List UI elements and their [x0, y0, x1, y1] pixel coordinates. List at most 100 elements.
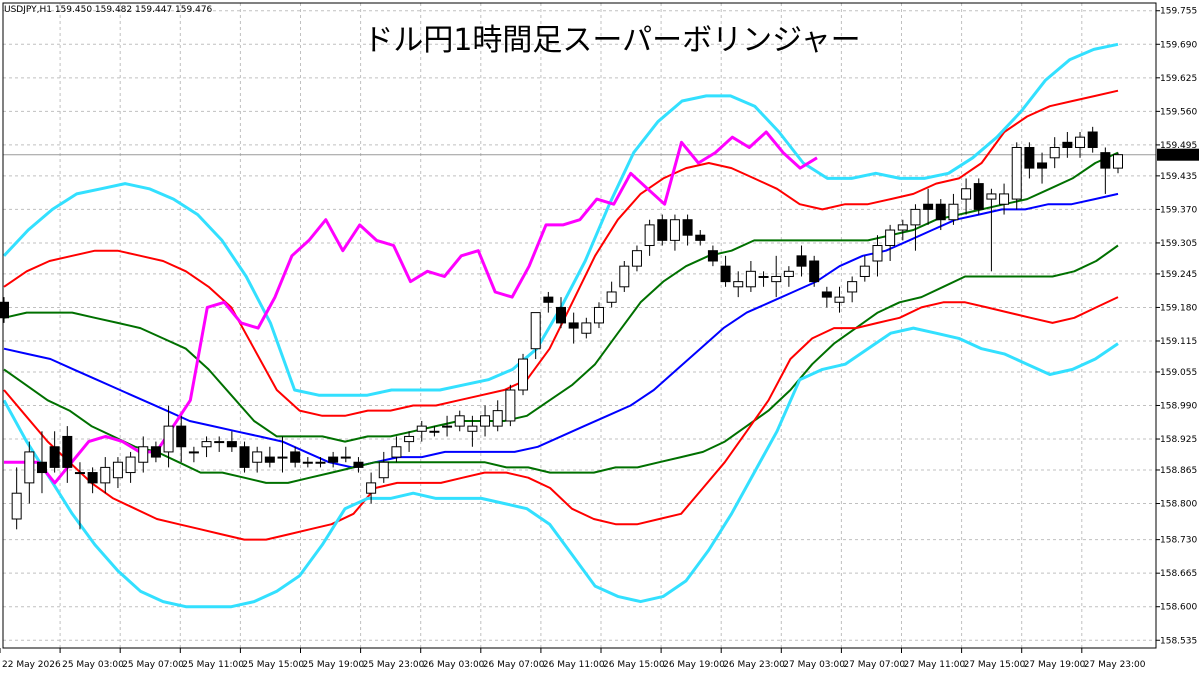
x-tick-label: 27 May 23:00: [1084, 660, 1146, 670]
candle-body-bear: [176, 425, 187, 448]
candle-body-bull: [252, 451, 263, 463]
candle-body-bear: [1100, 152, 1111, 169]
candle-body-bull: [619, 265, 630, 288]
y-tick-label: 159.180: [1160, 303, 1197, 313]
candle-body-bull: [1075, 136, 1086, 148]
candle-body-bull: [581, 322, 592, 334]
candle-body-bull: [631, 250, 642, 267]
y-tick-label: 159.115: [1160, 337, 1197, 347]
candle-body-bear: [695, 234, 706, 241]
current-price-label: 159.476: [1160, 151, 1197, 161]
x-tick-label: 26 May 11:00: [543, 660, 605, 670]
candle-body-bear: [682, 219, 693, 236]
x-tick-label: 25 May 23:00: [363, 660, 425, 670]
candle-body-bear: [1024, 146, 1035, 169]
y-tick-label: 159.055: [1160, 368, 1197, 378]
series-line-sigma1_up: [3, 151, 1119, 443]
candle-body-bull: [606, 291, 617, 303]
x-tick-label: 27 May 07:00: [843, 660, 905, 670]
candle-body-bull: [758, 275, 769, 278]
series-line-sigma2_dn: [3, 296, 1119, 541]
candle-body-bull: [986, 193, 997, 200]
x-tick-label: 26 May 07:00: [483, 660, 545, 670]
candle-body-bull: [644, 224, 655, 247]
x-tick-label: 26 May 03:00: [423, 660, 485, 670]
candle-body-bear: [62, 435, 73, 468]
candle-body-bear: [809, 260, 820, 283]
candle-body-bear: [239, 446, 250, 468]
candle-body-bull: [669, 219, 680, 241]
candle-body-bull: [885, 229, 896, 247]
x-tick-label: 27 May 03:00: [783, 660, 845, 670]
candle-body-bull: [1113, 154, 1123, 169]
candle-body-bull: [859, 265, 870, 277]
y-tick-label: 158.600: [1160, 603, 1197, 613]
candle-body-bear: [1037, 162, 1048, 169]
candle-body-bull: [138, 446, 149, 463]
candle-body-bull: [277, 456, 288, 459]
x-tick-label: 26 May 23:00: [723, 660, 785, 670]
candle-body-bear: [720, 265, 731, 283]
y-tick-label: 158.730: [1160, 536, 1197, 546]
x-tick-label: 27 May 19:00: [1024, 660, 1086, 670]
x-tick-label: 25 May 07:00: [122, 660, 184, 670]
candle-body-bull: [518, 358, 529, 391]
candle-body-bear: [796, 255, 807, 267]
y-tick-label: 158.865: [1160, 466, 1197, 476]
x-tick-label: 26 May 19:00: [663, 660, 725, 670]
candle-body-bull: [999, 193, 1010, 205]
candle-body-bear: [353, 461, 364, 468]
candle-body-bear: [923, 203, 934, 210]
y-tick-label: 159.625: [1160, 74, 1197, 84]
candle-body-bear: [543, 296, 554, 303]
candle-body-bull: [910, 208, 921, 226]
candle-body-bull: [404, 435, 415, 443]
grid-layer: [3, 3, 1156, 648]
candle-body-bull: [454, 415, 465, 427]
candle-body-bear: [973, 183, 984, 210]
x-tick-label: 25 May 19:00: [303, 660, 365, 670]
series-line-sigma2_up: [3, 89, 1119, 417]
candle-body-bull: [783, 270, 794, 277]
candle-body-bull: [100, 466, 111, 484]
y-tick-label: 158.800: [1160, 500, 1197, 510]
candle-body-bull: [442, 425, 453, 428]
x-tick-label: 27 May 11:00: [904, 660, 966, 670]
x-tick-label: 25 May 11:00: [182, 660, 244, 670]
candle-body-bull: [948, 203, 959, 221]
candle-body-bull: [1049, 146, 1060, 159]
candle-body-bull: [834, 296, 845, 303]
series-line-sigma3_dn: [2, 326, 1119, 609]
x-tick-label: 25 May 03:00: [62, 660, 124, 670]
current-price-box: [1157, 148, 1199, 161]
candle-body-bull: [24, 451, 35, 484]
candle-body-bear: [556, 306, 566, 324]
candle-body-bull: [480, 415, 491, 427]
x-tick-label: 22 May 2026: [2, 660, 61, 670]
candle-body-bull: [733, 281, 744, 288]
candle-body-bull: [315, 461, 326, 464]
symbol-info: USDJPY,H1 159.450 159.482 159.447 159.47…: [4, 5, 213, 15]
candle-body-bull: [366, 482, 377, 494]
candle-body-bull: [593, 306, 604, 324]
candle-body-bull: [378, 461, 389, 479]
candle-body-bull: [416, 425, 427, 432]
candle-body-bear: [821, 291, 832, 298]
candle-body-bull: [201, 441, 212, 448]
chart-title: ドル円1時間足スーパーボリンジャー: [363, 23, 860, 58]
candle-body-bull: [11, 492, 22, 520]
y-tick-label: 159.690: [1160, 40, 1197, 50]
candle-body-bear: [935, 203, 946, 221]
candle-body-bull: [391, 446, 402, 458]
series-line-sigma1_dn: [3, 244, 1119, 484]
candle-body-bear: [49, 446, 60, 468]
candle-body-bull: [961, 188, 972, 200]
candle-body-bull: [188, 451, 199, 454]
candle-body-bear: [0, 301, 9, 319]
x-tick-label: 27 May 15:00: [964, 660, 1026, 670]
y-tick-label: 158.665: [1160, 569, 1197, 579]
candle-body-bear: [290, 451, 301, 463]
candle-body-bull: [745, 270, 756, 288]
